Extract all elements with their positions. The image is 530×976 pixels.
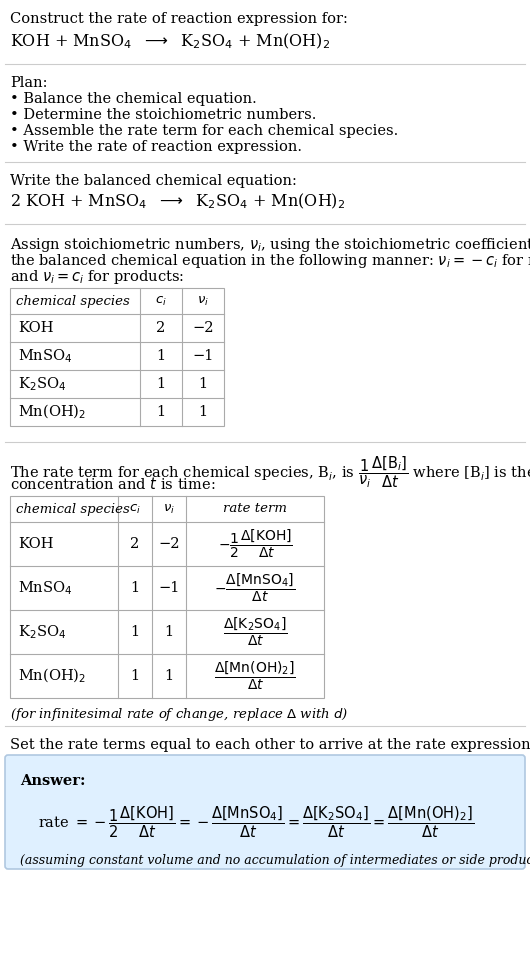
Text: $-\dfrac{\Delta[\mathrm{MnSO_4}]}{\Delta t}$: $-\dfrac{\Delta[\mathrm{MnSO_4}]}{\Delta… [215, 572, 296, 604]
Text: K$_2$SO$_4$: K$_2$SO$_4$ [18, 623, 66, 641]
Text: −2: −2 [158, 537, 180, 551]
Text: concentration and $t$ is time:: concentration and $t$ is time: [10, 476, 216, 492]
Bar [10, 288, 224, 426]
Text: $\dfrac{\Delta[\mathrm{Mn(OH)_2}]}{\Delta t}$: $\dfrac{\Delta[\mathrm{Mn(OH)_2}]}{\Delt… [214, 660, 296, 692]
Text: MnSO$_4$: MnSO$_4$ [18, 579, 73, 597]
Text: chemical species: chemical species [16, 503, 130, 515]
Text: 1: 1 [156, 349, 165, 363]
Text: 1: 1 [130, 581, 139, 595]
Text: Set the rate terms equal to each other to arrive at the rate expression:: Set the rate terms equal to each other t… [10, 738, 530, 752]
Text: $-\dfrac{1}{2}\dfrac{\Delta[\mathrm{KOH}]}{\Delta t}$: $-\dfrac{1}{2}\dfrac{\Delta[\mathrm{KOH}… [217, 528, 293, 560]
Text: $\dfrac{\Delta[\mathrm{K_2SO_4}]}{\Delta t}$: $\dfrac{\Delta[\mathrm{K_2SO_4}]}{\Delta… [223, 616, 287, 648]
Text: • Determine the stoichiometric numbers.: • Determine the stoichiometric numbers. [10, 108, 316, 122]
Text: $\nu_i$: $\nu_i$ [163, 503, 175, 515]
Text: (for infinitesimal rate of change, replace $\Delta$ with $d$): (for infinitesimal rate of change, repla… [10, 706, 348, 723]
Text: $c_i$: $c_i$ [155, 295, 167, 307]
Text: the balanced chemical equation in the following manner: $\nu_i = -c_i$ for react: the balanced chemical equation in the fo… [10, 252, 530, 270]
Text: • Write the rate of reaction expression.: • Write the rate of reaction expression. [10, 140, 302, 154]
Text: MnSO$_4$: MnSO$_4$ [18, 347, 73, 365]
FancyBboxPatch shape [5, 755, 525, 869]
Bar [10, 496, 324, 698]
Text: Answer:: Answer: [20, 774, 85, 788]
Text: (assuming constant volume and no accumulation of intermediates or side products): (assuming constant volume and no accumul… [20, 854, 530, 867]
Text: Plan:: Plan: [10, 76, 48, 90]
Text: 1: 1 [164, 669, 173, 683]
Text: 2: 2 [130, 537, 139, 551]
Text: Mn(OH)$_2$: Mn(OH)$_2$ [18, 667, 86, 685]
Text: 1: 1 [156, 377, 165, 391]
Text: $c_i$: $c_i$ [129, 503, 141, 515]
Text: −2: −2 [192, 321, 214, 335]
Text: 1: 1 [156, 405, 165, 419]
Text: KOH: KOH [18, 537, 54, 551]
Text: Construct the rate of reaction expression for:: Construct the rate of reaction expressio… [10, 12, 348, 26]
Text: rate $= -\dfrac{1}{2}\dfrac{\Delta[\mathrm{KOH}]}{\Delta t} = -\dfrac{\Delta[\ma: rate $= -\dfrac{1}{2}\dfrac{\Delta[\math… [38, 804, 474, 839]
Text: 1: 1 [198, 377, 208, 391]
Text: Assign stoichiometric numbers, $\nu_i$, using the stoichiometric coefficients, $: Assign stoichiometric numbers, $\nu_i$, … [10, 236, 530, 254]
Text: Mn(OH)$_2$: Mn(OH)$_2$ [18, 403, 86, 422]
Text: $\nu_i$: $\nu_i$ [197, 295, 209, 307]
Text: • Assemble the rate term for each chemical species.: • Assemble the rate term for each chemic… [10, 124, 398, 138]
Text: KOH: KOH [18, 321, 54, 335]
Text: KOH + MnSO$_4$  $\longrightarrow$  K$_2$SO$_4$ + Mn(OH)$_2$: KOH + MnSO$_4$ $\longrightarrow$ K$_2$SO… [10, 32, 330, 52]
Text: 2 KOH + MnSO$_4$  $\longrightarrow$  K$_2$SO$_4$ + Mn(OH)$_2$: 2 KOH + MnSO$_4$ $\longrightarrow$ K$_2$… [10, 192, 346, 212]
Text: −1: −1 [158, 581, 180, 595]
Text: • Balance the chemical equation.: • Balance the chemical equation. [10, 92, 257, 106]
Text: 1: 1 [164, 625, 173, 639]
Text: chemical species: chemical species [16, 295, 130, 307]
Text: −1: −1 [192, 349, 214, 363]
Text: 2: 2 [156, 321, 165, 335]
Text: The rate term for each chemical species, B$_i$, is $\dfrac{1}{\nu_i}\dfrac{\Delt: The rate term for each chemical species,… [10, 454, 530, 490]
Text: rate term: rate term [223, 503, 287, 515]
Text: 1: 1 [130, 669, 139, 683]
Text: 1: 1 [198, 405, 208, 419]
Text: K$_2$SO$_4$: K$_2$SO$_4$ [18, 375, 66, 393]
Text: Write the balanced chemical equation:: Write the balanced chemical equation: [10, 174, 297, 188]
Text: and $\nu_i = c_i$ for products:: and $\nu_i = c_i$ for products: [10, 268, 184, 286]
Text: 1: 1 [130, 625, 139, 639]
